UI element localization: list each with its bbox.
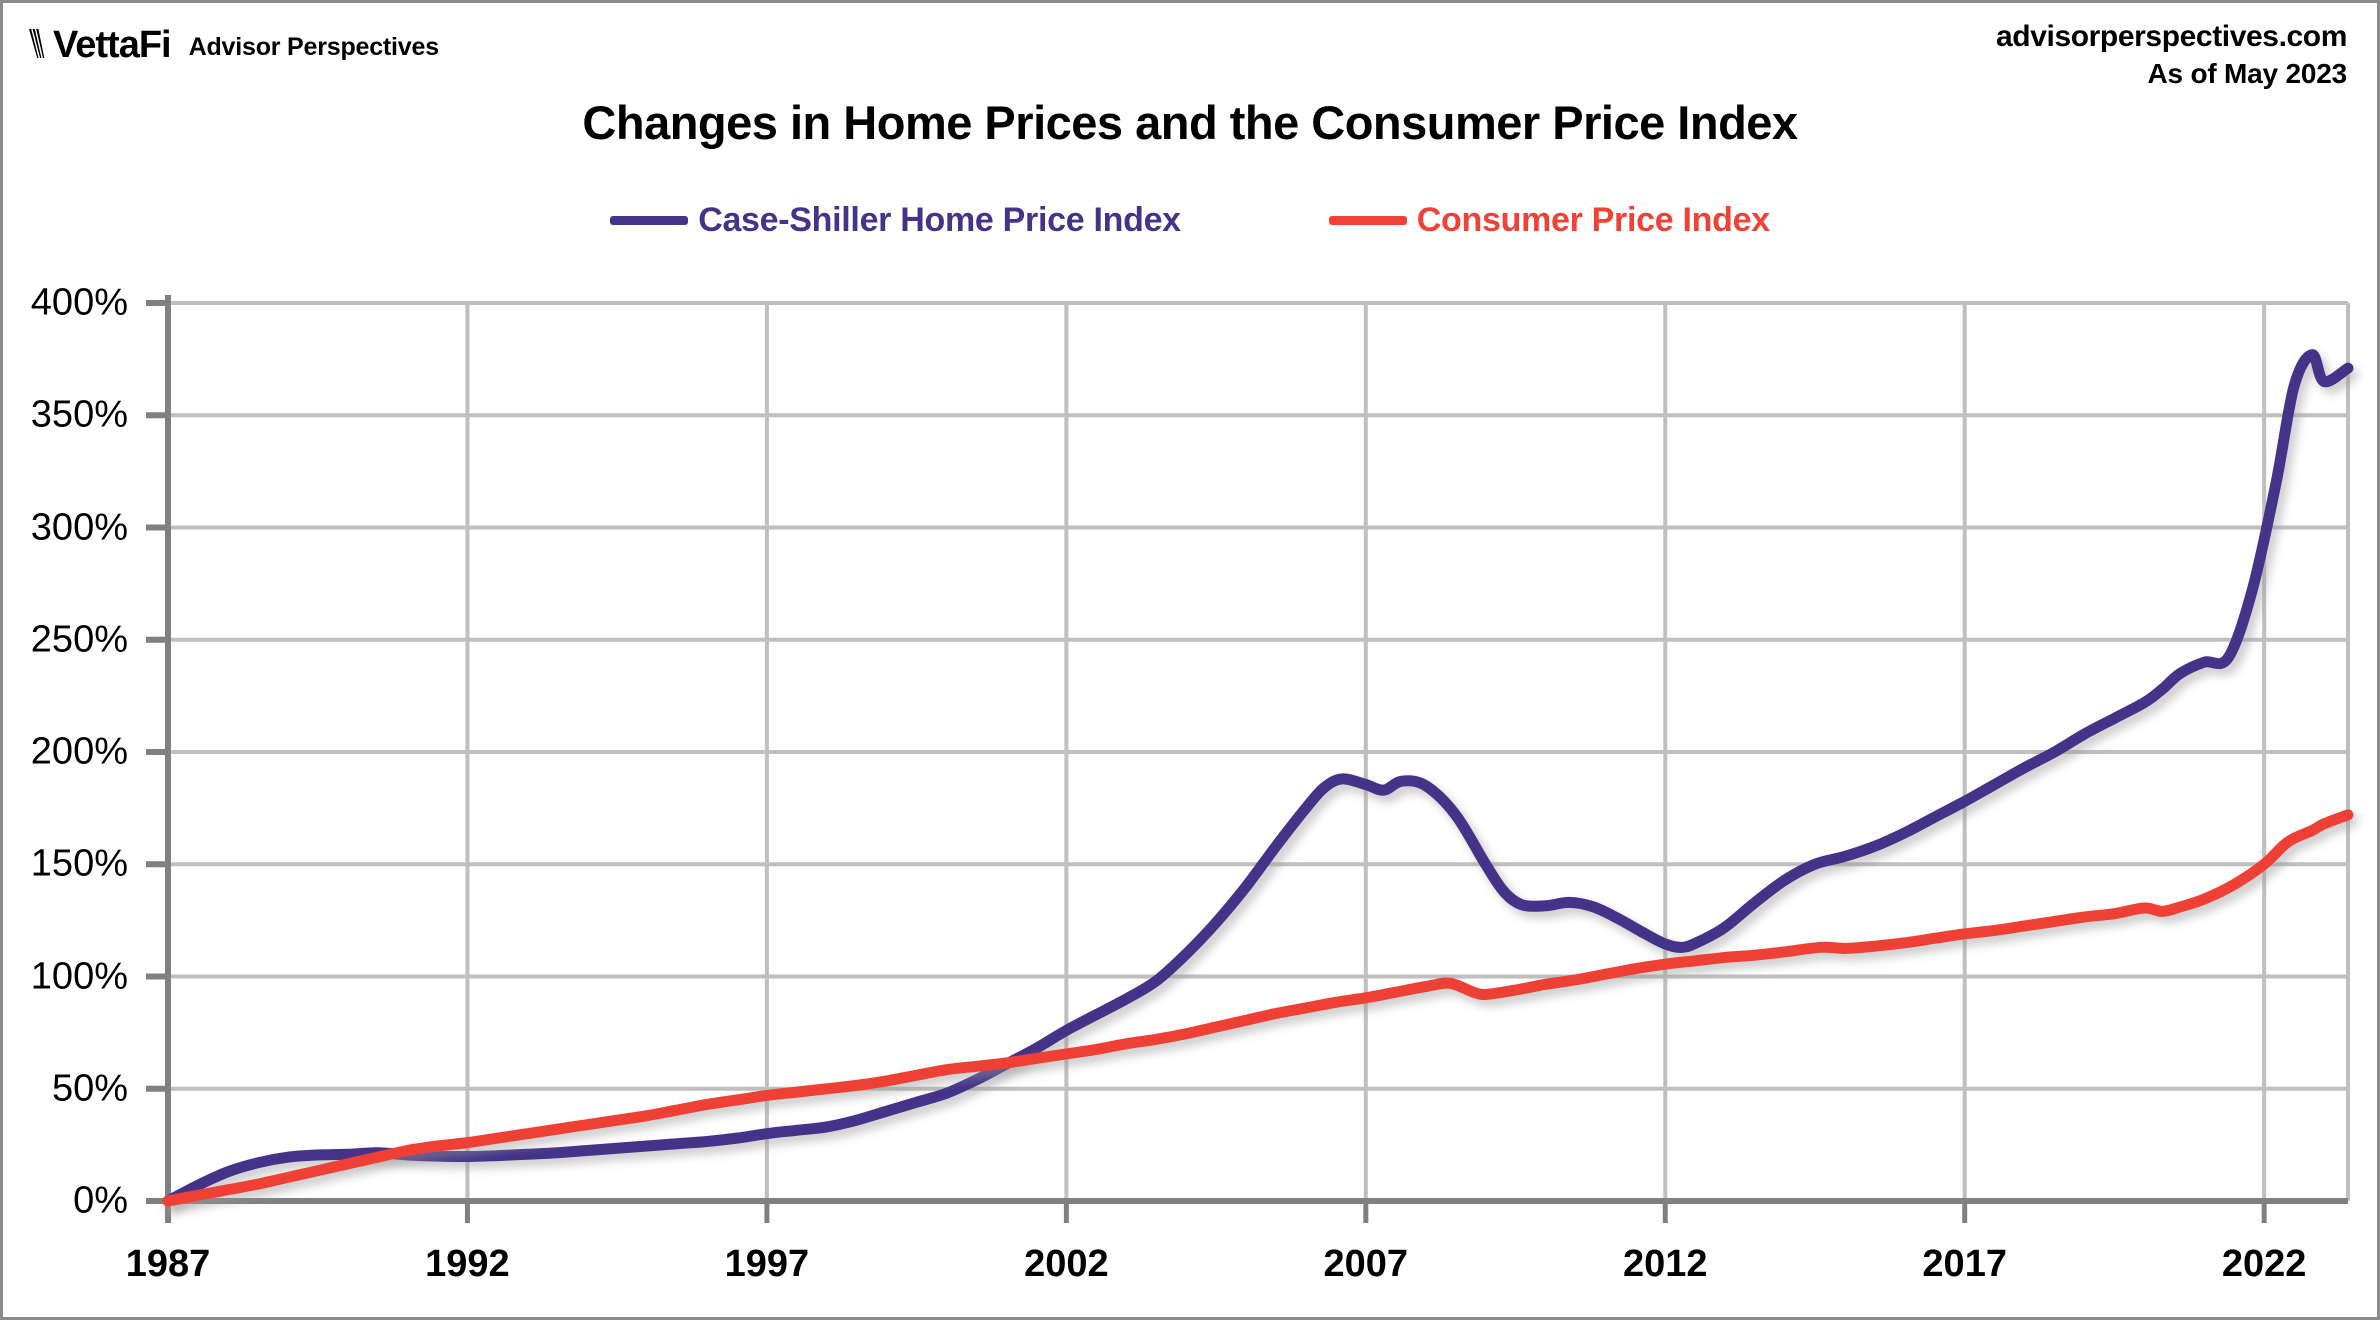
legend-swatch-case-shiller	[610, 216, 689, 225]
vettafi-wordmark: VettaFi	[53, 24, 172, 66]
vettafi-logo: VettaFi	[29, 24, 172, 66]
legend-item-case-shiller: Case-Shiller Home Price Index	[610, 201, 1181, 240]
plot-svg	[146, 295, 2354, 1223]
x-tick-label: 2012	[1622, 1243, 1708, 1285]
x-tick-label: 1997	[724, 1243, 810, 1285]
x-tick-label: 2007	[1323, 1243, 1409, 1285]
y-tick-label: 400%	[30, 281, 128, 324]
brand-subtitle: Advisor Perspectives	[188, 32, 440, 61]
legend-label-cpi: Consumer Price Index	[1416, 201, 1770, 239]
x-tick-label: 2022	[2221, 1243, 2307, 1285]
chart-title: Changes in Home Prices and the Consumer …	[582, 96, 1798, 149]
y-tick-label: 200%	[30, 730, 128, 773]
legend-swatch-cpi	[1328, 216, 1407, 225]
data-series	[162, 349, 2354, 1207]
legend-item-cpi: Consumer Price Index	[1328, 201, 1770, 240]
x-tick-label: 1987	[125, 1243, 211, 1285]
legend-label-case-shiller: Case-Shiller Home Price Index	[698, 201, 1181, 239]
vettafi-striped-v-logo	[29, 29, 45, 58]
x-tick-label: 2017	[1922, 1243, 2007, 1285]
source-meta: advisorperspectives.com As of May 2023	[1996, 19, 2347, 91]
y-tick-label: 250%	[30, 618, 128, 661]
tick-marks	[146, 300, 2267, 1223]
y-tick-label: 150%	[30, 842, 128, 885]
y-tick-label: 100%	[30, 955, 128, 997]
x-tick-label: 1992	[425, 1243, 510, 1285]
series-line-case-shiller	[162, 349, 2354, 1207]
brand-row: VettaFi Advisor Perspectives	[29, 25, 439, 65]
y-tick-label: 350%	[30, 393, 128, 436]
y-tick-label: 50%	[51, 1067, 128, 1110]
plot-area: 400% 350% 300% 250% 200% 150% 100% 50% 0% 1987 19…	[3, 3, 2377, 1317]
chart-legend: Case-Shiller Home Price Index Consumer P…	[3, 201, 2377, 240]
gridlines	[168, 301, 2350, 1201]
axis-lines	[152, 295, 2348, 1223]
x-tick-label: 2002	[1024, 1243, 1109, 1285]
y-tick-label: 300%	[30, 506, 128, 548]
source-url: advisorperspectives.com	[1996, 20, 2347, 53]
as-of-date: As of May 2023	[2147, 58, 2347, 89]
y-tick-label: 0%	[73, 1179, 128, 1222]
series-line-cpi	[162, 809, 2354, 1207]
